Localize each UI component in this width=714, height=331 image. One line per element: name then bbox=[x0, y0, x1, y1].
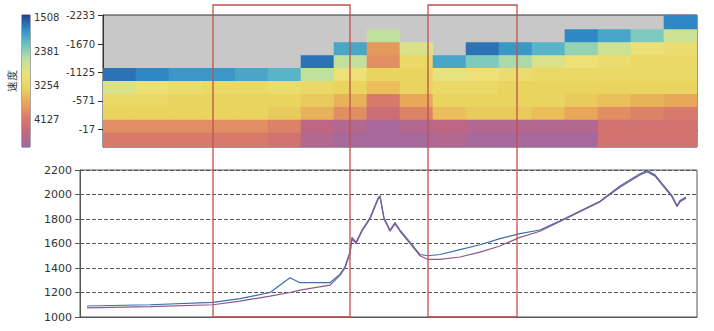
svg-text:-1125: -1125 bbox=[66, 67, 95, 78]
svg-text:1508: 1508 bbox=[34, 12, 59, 23]
svg-text:1400: 1400 bbox=[44, 262, 72, 275]
svg-text:3254: 3254 bbox=[34, 80, 59, 91]
svg-text:4127: 4127 bbox=[34, 114, 59, 125]
svg-text:1200: 1200 bbox=[44, 286, 72, 299]
svg-text:1800: 1800 bbox=[44, 213, 72, 226]
svg-text:速度: 速度 bbox=[6, 70, 19, 92]
svg-text:2381: 2381 bbox=[34, 46, 59, 57]
svg-text:2200: 2200 bbox=[44, 164, 72, 177]
svg-text:1600: 1600 bbox=[44, 237, 72, 250]
svg-text:2000: 2000 bbox=[44, 188, 72, 201]
svg-text:-1670: -1670 bbox=[66, 39, 95, 50]
svg-text:-2233: -2233 bbox=[66, 10, 95, 21]
svg-text:-571: -571 bbox=[72, 95, 95, 106]
svg-text:-17: -17 bbox=[79, 124, 95, 135]
svg-text:1000: 1000 bbox=[44, 311, 72, 324]
